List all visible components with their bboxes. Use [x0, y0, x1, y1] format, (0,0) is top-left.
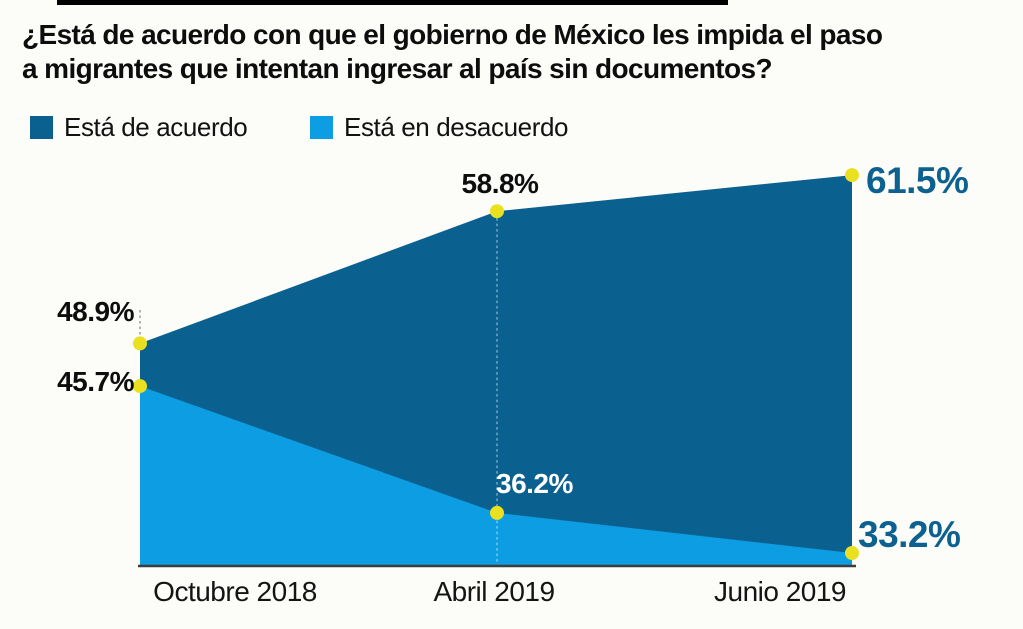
data-point-s0-c0 — [133, 336, 147, 351]
title-line-1: ¿Está de acuerdo con que el gobierno de … — [22, 19, 883, 50]
legend-label-desacuerdo: Está en desacuerdo — [344, 112, 569, 142]
legend-swatch-desacuerdo — [310, 116, 333, 139]
legend-item-acuerdo: Está de acuerdo — [30, 112, 248, 143]
legend-label-acuerdo: Está de acuerdo — [64, 112, 248, 142]
legend: Está de acuerdo Está en desacuerdo — [30, 112, 730, 142]
area-series-1 — [140, 386, 852, 565]
data-point-s1-c2 — [845, 546, 859, 560]
value-label-acuerdo-jun2019: 61.5% — [866, 160, 969, 201]
top-rule — [57, 0, 728, 5]
x-axis-label-octubre-2018: Octubre 2018 — [153, 576, 317, 607]
title-line-2: a migrantes que intentan ingresar al paí… — [22, 53, 773, 84]
x-axis-label-abril-2019: Abril 2019 — [433, 576, 555, 607]
data-point-s0-c1 — [490, 204, 504, 219]
legend-item-desacuerdo: Está en desacuerdo — [310, 112, 568, 143]
page-title: ¿Está de acuerdo con que el gobierno de … — [22, 18, 982, 86]
value-label-acuerdo-oct2018: 48.9% — [57, 296, 134, 327]
value-label-desacuerdo-jun2019: 33.2% — [858, 514, 961, 555]
x-axis-label-junio-2019: Junio 2019 — [713, 576, 847, 607]
value-label-desacuerdo-abr2019: 36.2% — [496, 468, 573, 499]
value-label-acuerdo-abr2019: 58.8% — [461, 168, 539, 199]
legend-swatch-acuerdo — [30, 116, 53, 139]
data-point-s0-c2 — [845, 168, 859, 183]
data-point-s1-c0 — [133, 379, 147, 394]
data-point-s1-c1 — [490, 505, 504, 520]
value-label-desacuerdo-oct2018: 45.7% — [57, 366, 134, 397]
